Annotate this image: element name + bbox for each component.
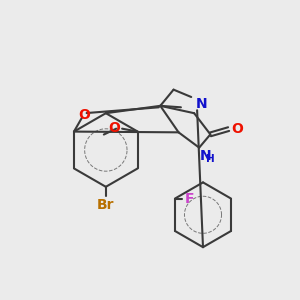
- Text: H: H: [206, 154, 214, 164]
- Text: O: O: [78, 108, 90, 122]
- Text: O: O: [231, 122, 243, 136]
- Text: N: N: [200, 149, 212, 163]
- Text: O: O: [108, 121, 120, 135]
- Text: Br: Br: [97, 198, 115, 212]
- Text: N: N: [196, 97, 207, 111]
- Text: F: F: [185, 192, 194, 206]
